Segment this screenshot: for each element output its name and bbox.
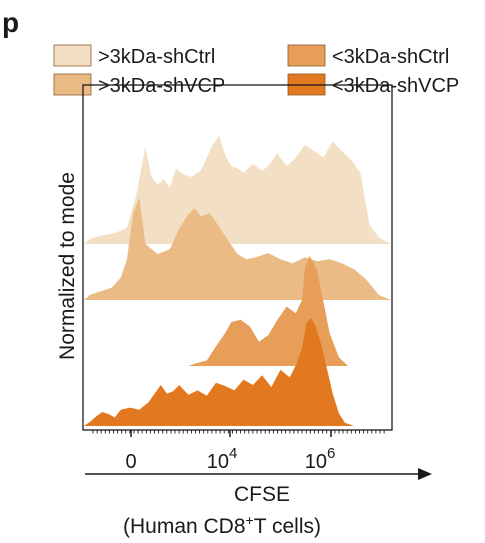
legend-swatch (53, 44, 92, 67)
x-tick-marks (92, 430, 385, 437)
histogram-lt-3kda-shvcp (84, 318, 355, 426)
histogram-gt-3kda-shctrl (84, 136, 391, 244)
x-tick-label: 0 (125, 451, 136, 473)
x-axis-subtitle: (Human CD8+T cells) (123, 512, 321, 538)
x-tick-label: 106 (305, 445, 336, 473)
plot-frame (82, 84, 393, 431)
legend-label: <3kDa-shVCP (332, 75, 459, 97)
y-axis-title: Normalized to mode (56, 172, 79, 360)
legend-label: <3kDa-shCtrl (332, 46, 449, 68)
panel-label: p (2, 7, 19, 38)
x-tick-label: 104 (207, 445, 238, 473)
legend-swatch (287, 44, 326, 67)
x-tick-labels: 0 104 106 (125, 445, 335, 473)
y-axis-label: Normalized to mode (56, 172, 79, 360)
legend-label: >3kDa-shVCP (98, 75, 225, 97)
x-axis-title: CFSE (234, 483, 290, 506)
plot-area (82, 84, 393, 437)
legend: >3kDa-shCtrl <3kDa-shCtrl >3kDa-shVCP <3kDa… (53, 44, 459, 97)
x-axis-arrow (85, 468, 432, 480)
legend-label: >3kDa-shCtrl (98, 46, 215, 68)
